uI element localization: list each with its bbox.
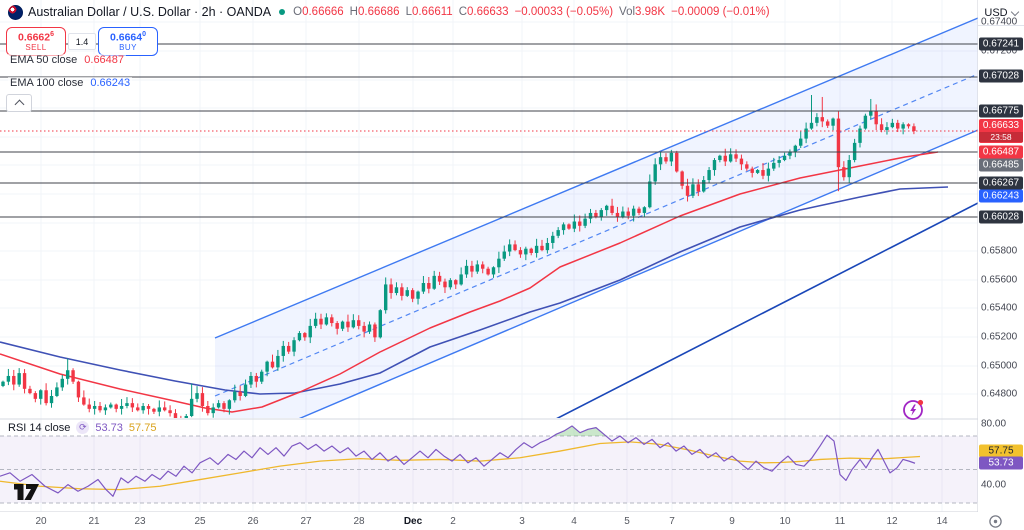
rsi-ma-line <box>0 441 921 491</box>
price-badge: 0.66267 <box>979 176 1023 190</box>
rsi-pane[interactable] <box>0 425 978 504</box>
ema50-line <box>0 151 939 413</box>
axis-tick-label: 0.65200 <box>981 331 1018 343</box>
symbol-title[interactable]: Australian Dollar / U.S. Dollar · 2h · O… <box>28 5 272 19</box>
price-badge: 0.66633 23:58 <box>979 119 1023 143</box>
price-badge: 0.67241 <box>979 37 1023 51</box>
tradingview-logo[interactable] <box>13 480 40 506</box>
rsi-refresh-icon: ⟳ <box>76 421 90 434</box>
time-axis-label: 9 <box>729 516 735 527</box>
rsi-ma-value: 57.75 <box>128 421 157 434</box>
trade-panel: 0.66626 SELL 1.4 0.66640 BUY <box>6 27 158 56</box>
axis-tick-label: 40.00 <box>981 479 1007 491</box>
axis-settings-icon[interactable] <box>988 514 1003 530</box>
axis-tick-label: 0.65600 <box>981 274 1018 286</box>
time-axis[interactable]: 20 21 23 25 26 27 28 Dec 2 3 4 5 7 9 10 11 12 14 <box>0 512 978 530</box>
price-badge: 0.67028 <box>979 69 1023 83</box>
main-pane[interactable] <box>0 17 978 428</box>
rsi-legend[interactable]: RSI 14 close ⟳ 53.73 57.75 <box>8 421 157 434</box>
price-badge: 0.66243 <box>979 189 1023 203</box>
channel-lower-line <box>298 129 978 418</box>
currency-selector[interactable]: USD <box>978 0 1024 26</box>
axis-tick-label: 0.64800 <box>981 388 1018 400</box>
time-axis-label: 28 <box>353 516 365 527</box>
ohlc-legend: O0.66666 H0.66686 L0.66611 C0.66633 −0.0… <box>293 6 770 18</box>
technicals-flash-icon[interactable] <box>901 398 925 422</box>
axis-tick-label: 0.65000 <box>981 360 1018 372</box>
time-axis-label: 10 <box>779 516 791 527</box>
collapse-legend-button[interactable] <box>6 94 32 112</box>
time-axis-label: 25 <box>194 516 206 527</box>
rsi-value: 53.73 <box>95 421 123 434</box>
time-axis-label: 2 <box>450 516 456 527</box>
time-axis-label: 20 <box>35 516 47 527</box>
symbol-header: Australian Dollar / U.S. Dollar · 2h · O… <box>8 3 770 21</box>
market-open-dot <box>279 9 286 15</box>
axis-tick-label: 80.00 <box>981 418 1007 430</box>
ema50-legend[interactable]: EMA 50 close 0.66487 <box>8 54 127 66</box>
change-value: −0.00033 (−0.05%) <box>514 6 614 18</box>
ema100-legend[interactable]: EMA 100 close 0.66243 <box>8 77 133 89</box>
trendline <box>556 202 978 418</box>
volume-change-value: −0.00009 (−0.01%) <box>671 6 770 18</box>
regression-channel-fill <box>215 18 978 418</box>
axis-tick-label: 0.65800 <box>981 245 1018 257</box>
time-axis-label: 12 <box>886 516 898 527</box>
axis-tick-label: 0.67400 <box>981 16 1018 28</box>
volume-value: 3.98K <box>635 6 666 18</box>
time-axis-label: Dec <box>403 516 423 527</box>
price-badge: 0.66028 <box>979 210 1023 224</box>
spread-value: 1.4 <box>68 33 96 50</box>
time-axis-label: 11 <box>834 516 846 527</box>
axis-tick-label: 0.67200 <box>981 45 1018 57</box>
rsi-line <box>0 425 916 497</box>
sell-button[interactable]: 0.66626 SELL <box>6 27 66 56</box>
ema50-value: 0.66487 <box>84 54 125 66</box>
countdown-timer: 23:58 <box>979 132 1023 142</box>
high-value: 0.66686 <box>357 6 400 18</box>
time-axis-label: 3 <box>519 516 525 527</box>
ema100-value: 0.66243 <box>90 77 131 89</box>
time-axis-label: 5 <box>624 516 630 527</box>
time-axis-label: 26 <box>247 516 259 527</box>
ema100-line <box>0 186 949 395</box>
price-badge: 53.73 <box>979 456 1023 470</box>
aud-flag-icon <box>8 4 23 20</box>
price-badge: 57.75 <box>979 444 1023 458</box>
price-badge: 0.66485 <box>979 158 1023 172</box>
time-axis-label: 4 <box>571 516 577 527</box>
open-value: 0.66666 <box>302 6 344 18</box>
channel-upper-line <box>214 17 978 339</box>
axis-tick-label: 0.65400 <box>981 302 1018 314</box>
time-axis-label: 14 <box>936 516 948 527</box>
low-value: 0.66611 <box>411 6 453 18</box>
price-badge: 0.66487 <box>979 145 1023 159</box>
chevron-up-icon <box>14 99 24 110</box>
time-axis-label: 27 <box>300 516 312 527</box>
buy-button[interactable]: 0.66640 BUY <box>98 27 158 56</box>
time-axis-label: 21 <box>88 516 100 527</box>
chevron-down-icon <box>1010 7 1019 16</box>
close-value: 0.66633 <box>467 6 509 18</box>
price-axis[interactable]: USD 0.67400 0.67200 0.65800 0.65600 0.65400 0… <box>978 0 1024 530</box>
time-axis-label: 7 <box>669 516 675 527</box>
channel-midline <box>214 73 978 397</box>
candles <box>1 94 916 418</box>
time-axis-label: 23 <box>134 516 146 527</box>
price-badge: 0.66775 <box>979 104 1023 118</box>
